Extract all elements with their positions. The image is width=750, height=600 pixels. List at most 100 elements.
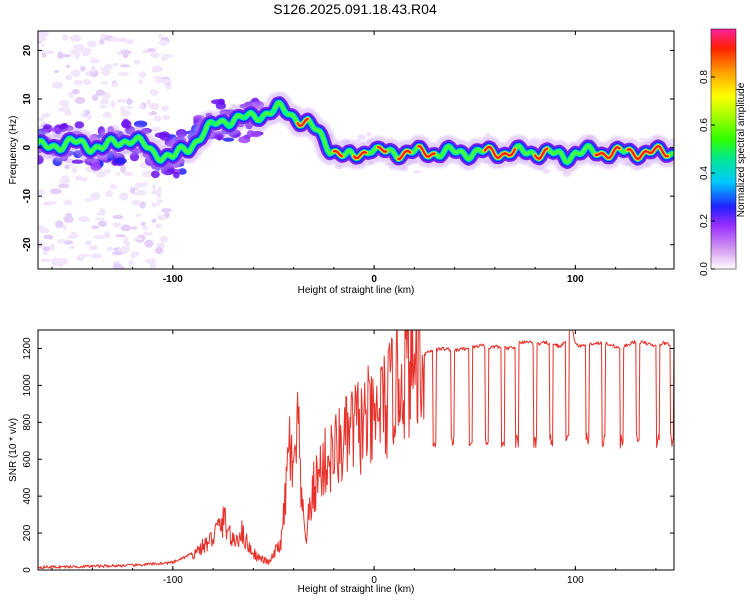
noise-blob [138,104,144,110]
noise-blob [49,188,62,195]
y-tick-label: 600 [22,450,33,467]
noise-blob [101,69,111,76]
noise-blob [669,138,674,143]
noise-blob [70,49,81,56]
noise-blob [155,202,160,206]
noise-blob [120,164,127,173]
noise-blob [153,115,162,122]
noise-blob [54,70,60,74]
noise-blob [146,99,152,106]
ridge-hotspot [210,121,217,125]
noise-blob [87,113,92,121]
ridge-hotspot [242,115,249,120]
noise-blob [89,245,98,251]
noise-blob [62,34,69,41]
ridge-blob [175,129,188,138]
y-tick-label: 400 [22,487,33,504]
noise-blob [57,238,66,244]
noise-blob [413,170,422,174]
ridge-blob [151,170,160,179]
noise-blob [69,34,82,42]
noise-blob [136,190,144,196]
noise-blob [92,94,99,101]
colorbar: 0.0 0.2 0.4 0.6 0.8 Normalized spectral ampl… [699,28,747,276]
ridge-blob [238,136,251,144]
noise-blob [73,79,83,86]
noise-blob [162,114,171,121]
spectrogram-marks [38,31,674,269]
noise-blob [155,223,162,229]
noise-blob [158,34,163,40]
noise-blob [44,201,57,206]
y-tick-label: 200 [22,524,33,541]
noise-blob [69,245,75,249]
ridge-blob [215,102,227,110]
noise-blob [145,258,157,264]
noise-blob [138,71,147,78]
y-tick-label: -10 [22,188,33,203]
noise-blob [51,81,64,89]
noise-blob [132,250,140,257]
ridge-blob [222,137,235,142]
noise-blob [103,231,111,239]
noise-blob [38,34,47,42]
spectrogram-x-axis-label: Height of straight line (km) [298,285,415,296]
noise-blob [81,177,88,182]
noise-blob [80,65,86,72]
noise-blob [485,133,491,136]
noise-blob [151,202,156,208]
ridge-blob [246,130,255,138]
noise-blob [50,257,62,266]
y-tick-label: 1200 [22,337,33,360]
noise-blob [70,231,78,238]
noise-blob [139,201,146,209]
ridge-hotspot [258,116,265,121]
noise-blob [62,240,74,245]
noise-blob [90,65,96,73]
noise-blob [131,226,138,230]
noise-blob [135,213,141,217]
colorbar-tick-label: 0.0 [699,262,710,276]
noise-blob [120,224,132,232]
noise-blob [99,104,108,109]
noise-blob [91,225,99,230]
noise-blob [158,40,169,46]
noise-blob [110,100,116,108]
y-tick-label: 20 [22,44,33,56]
noise-blob [105,190,113,198]
noise-blob [95,89,106,96]
x-tick-label: 100 [567,274,584,285]
noise-blob [138,79,143,85]
noise-blob [156,214,167,221]
noise-blob [103,168,112,174]
y-tick-label: 0 [22,144,33,150]
noise-blob [44,50,55,54]
noise-blob [159,236,169,243]
colorbar-tick-label: 0.6 [699,118,710,132]
noise-blob [116,266,125,269]
ridge-core-red [533,147,549,161]
x-tick-label: -100 [163,274,183,285]
ridge-core-red [483,145,517,159]
noise-blob [43,234,54,240]
spectrogram-ridge [38,91,674,179]
noise-blob [120,64,130,68]
noise-blob [41,112,51,118]
noise-blob [40,258,51,263]
y-tick-label: -20 [22,237,33,252]
noise-blob [38,224,44,230]
noise-blob [115,234,126,238]
noise-blob [128,260,135,266]
noise-blob [63,199,73,206]
snr-x-axis-label: Height of straight line (km) [298,584,415,595]
noise-blob [149,89,159,96]
noise-blob [109,37,120,42]
noise-blob [80,47,92,53]
x-tick-label: 100 [567,575,584,586]
noise-blob [58,100,70,107]
noise-blob [43,251,48,256]
ridge-blob [133,120,148,128]
noise-blob [154,78,166,84]
colorbar-label: Normalized spectral amplitude [736,82,747,217]
noise-blob [150,52,160,58]
